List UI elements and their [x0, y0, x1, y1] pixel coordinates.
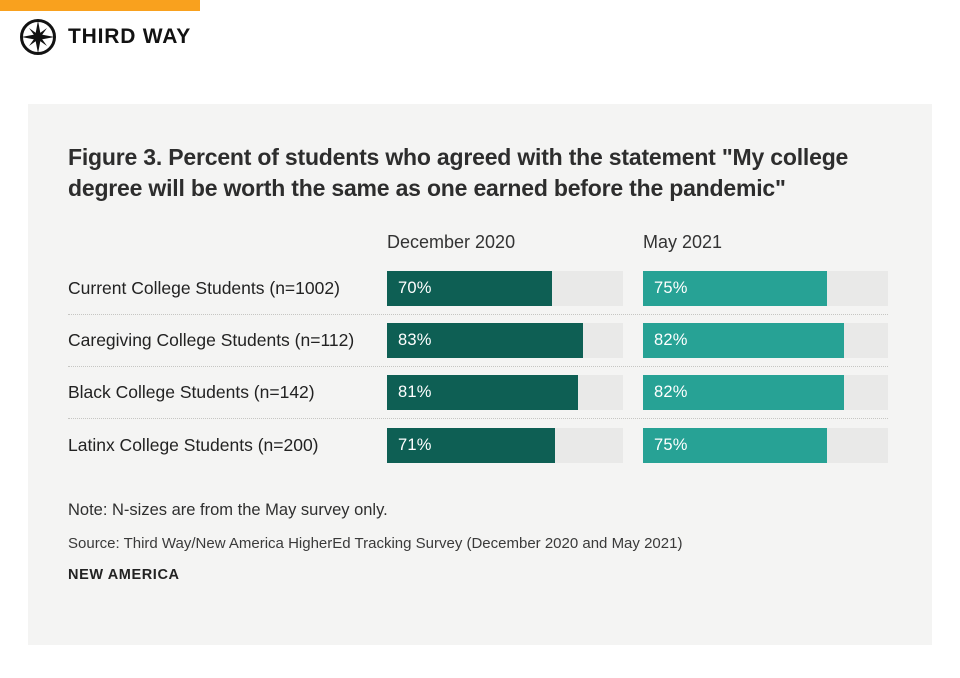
bar-fill-december: 71% — [387, 427, 555, 463]
row-label: Caregiving College Students (n=112) — [68, 330, 355, 350]
table-row: Caregiving College Students (n=112) 83% … — [68, 315, 888, 367]
bar-fill-may: 75% — [643, 427, 827, 463]
top-accent-bar — [0, 0, 200, 11]
bar-track-may: 75% — [643, 427, 888, 463]
bar-cell-may: 75% — [643, 427, 888, 463]
bar-cell-december: 83% — [387, 323, 643, 358]
bar-cell-may: 75% — [643, 271, 888, 306]
third-way-logo: THIRD WAY — [18, 17, 191, 57]
row-label: Latinx College Students (n=200) — [68, 434, 319, 455]
table-row: Black College Students (n=142) 81% 82% — [68, 367, 888, 419]
bar-track-may: 82% — [643, 375, 888, 410]
bar-track-december: 83% — [387, 323, 623, 358]
bar-value-may: 75% — [654, 435, 688, 454]
bar-track-may: 82% — [643, 323, 888, 358]
figure-attribution: NEW AMERICA — [68, 567, 180, 583]
row-label: Black College Students (n=142) — [68, 382, 315, 402]
bar-track-may: 75% — [643, 271, 888, 306]
bar-fill-may: 82% — [643, 323, 844, 358]
bar-value-december: 71% — [398, 435, 432, 454]
chart-rows: Current College Students (n=1002) 70% 75… — [68, 263, 888, 471]
bar-value-may: 82% — [654, 331, 688, 349]
bar-value-december: 70% — [398, 279, 432, 297]
table-row: Current College Students (n=1002) 70% 75… — [68, 263, 888, 315]
figure-title: Figure 3. Percent of students who agreed… — [68, 144, 849, 201]
chart-header: December 2020 May 2021 — [68, 232, 888, 253]
bar-track-december: 71% — [387, 427, 623, 463]
bar-value-may: 75% — [654, 279, 688, 297]
compass-icon — [18, 17, 58, 57]
bar-value-may: 82% — [654, 383, 688, 401]
brand-name: THIRD WAY — [68, 25, 192, 48]
bar-cell-may: 82% — [643, 323, 888, 358]
column-header-may: May 2021 — [643, 232, 723, 252]
table-row: Latinx College Students (n=200) 71% 75% — [68, 419, 888, 471]
bar-fill-december: 70% — [387, 271, 553, 306]
bar-cell-december: 70% — [387, 271, 643, 306]
figure-panel: Figure 3. Percent of students who agreed… — [28, 104, 932, 645]
bar-fill-may: 75% — [643, 271, 827, 306]
bar-cell-december: 81% — [387, 375, 643, 410]
bar-fill-may: 82% — [643, 375, 844, 410]
figure-note: Note: N-sizes are from the May survey on… — [68, 501, 388, 519]
bar-fill-december: 83% — [387, 323, 583, 358]
chart: December 2020 May 2021 Current College S… — [68, 232, 888, 471]
bar-cell-december: 71% — [387, 427, 643, 463]
column-spacer — [68, 232, 387, 253]
bar-value-december: 81% — [398, 383, 432, 401]
bar-cell-may: 82% — [643, 375, 888, 410]
bar-fill-december: 81% — [387, 375, 579, 410]
bar-value-december: 83% — [398, 331, 432, 349]
column-header-december: December 2020 — [387, 232, 516, 252]
row-label: Current College Students (n=1002) — [68, 278, 340, 298]
bar-track-december: 70% — [387, 271, 623, 306]
bar-track-december: 81% — [387, 375, 623, 410]
figure-source: Source: Third Way/New America HigherEd T… — [68, 535, 683, 552]
